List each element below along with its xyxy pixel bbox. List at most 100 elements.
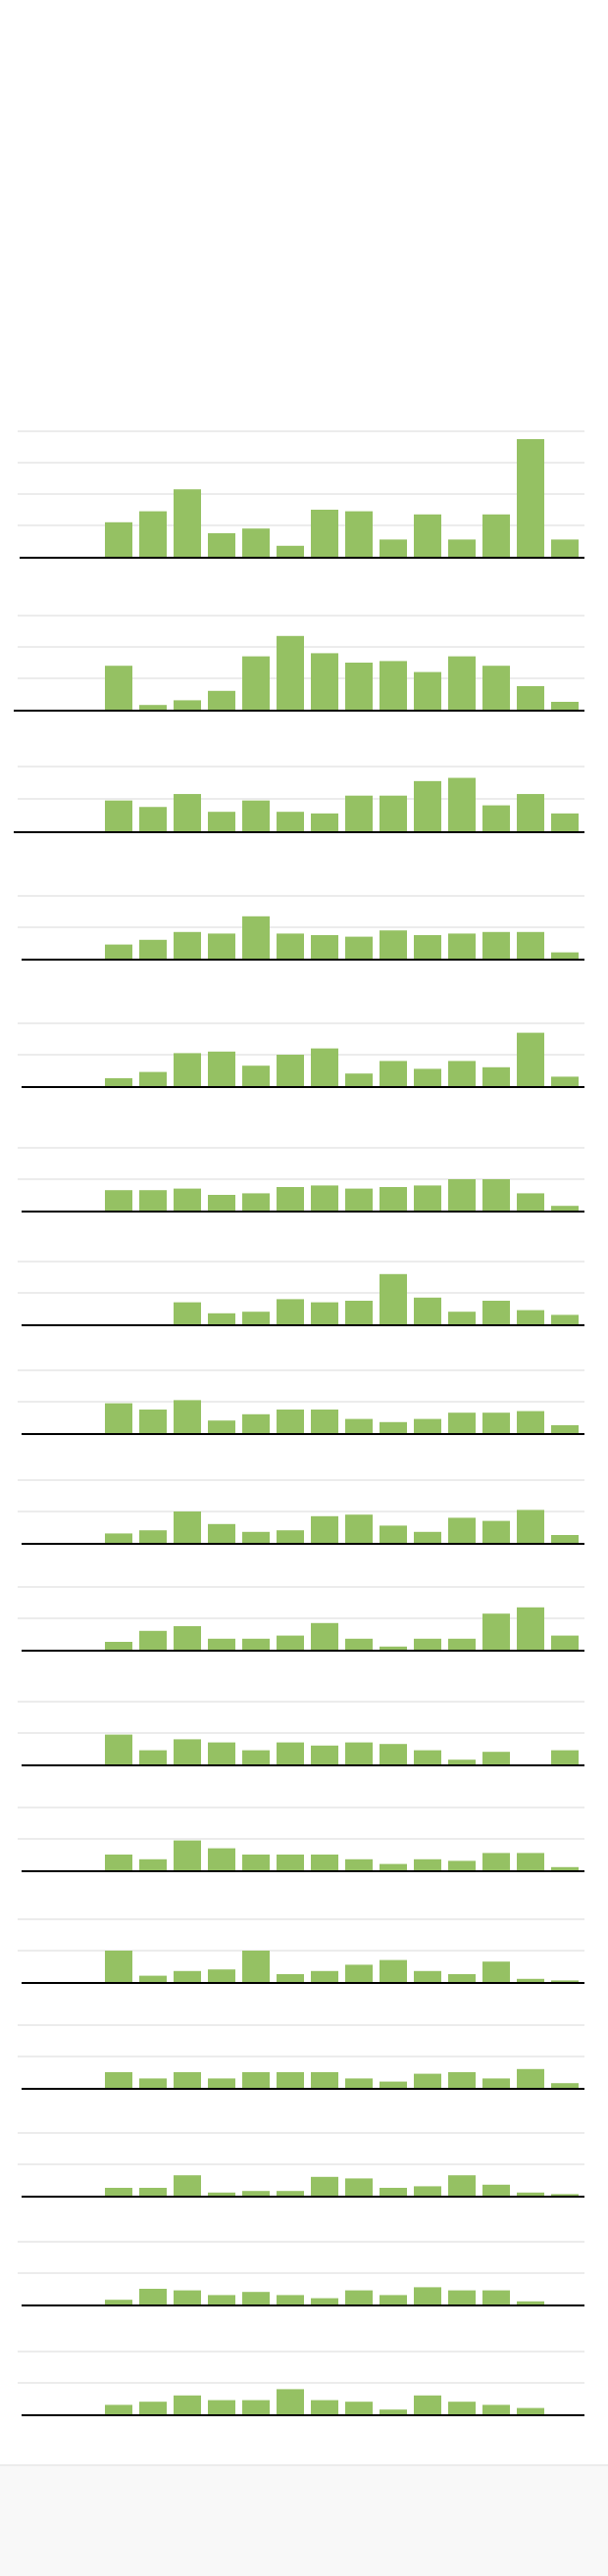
bar (311, 1302, 338, 1324)
bar (380, 1525, 407, 1543)
bar (174, 1970, 201, 1982)
bar (517, 1193, 544, 1211)
bar (105, 1190, 132, 1211)
bar (242, 1312, 270, 1324)
bar (208, 2295, 235, 2304)
bar (105, 2300, 132, 2304)
bar (517, 2192, 544, 2196)
bar (380, 1273, 407, 1324)
bar (380, 661, 407, 710)
bar (277, 1187, 304, 1211)
bar (448, 2072, 476, 2088)
bar (242, 2400, 270, 2414)
bar (105, 2404, 132, 2414)
bar (105, 1078, 132, 1086)
bar (277, 2072, 304, 2088)
bar (345, 1188, 373, 1211)
bar (311, 1185, 338, 1211)
bar (174, 794, 201, 831)
bar (277, 2295, 304, 2304)
bar (311, 2298, 338, 2304)
bar (380, 2081, 407, 2088)
bar (174, 1840, 201, 1870)
bar (208, 2192, 235, 2196)
bar (517, 1978, 544, 1982)
bar (551, 1866, 579, 1870)
bar (551, 1206, 579, 1211)
bar (311, 1515, 338, 1543)
bar (517, 1310, 544, 1324)
bar (482, 1066, 510, 1086)
bar (448, 1061, 476, 1086)
bar (380, 1646, 407, 1650)
bar-chart-panel-1 (18, 430, 584, 559)
bar (208, 690, 235, 710)
bar (277, 812, 304, 831)
bar (482, 666, 510, 710)
bar (208, 1195, 235, 1211)
bar (551, 2194, 579, 2196)
bar (551, 2083, 579, 2088)
bar (208, 1051, 235, 1086)
bar (139, 1630, 167, 1650)
bar (174, 1188, 201, 1211)
bar (517, 2407, 544, 2414)
bar (551, 539, 579, 557)
bar (139, 511, 167, 557)
bar (139, 939, 167, 959)
bar (448, 2290, 476, 2304)
bar (105, 1855, 132, 1870)
bar (517, 2068, 544, 2088)
bar (345, 1073, 373, 1086)
bar (242, 1531, 270, 1543)
bar (517, 931, 544, 959)
bar (242, 916, 270, 959)
bar (448, 1312, 476, 1324)
bar (242, 1855, 270, 1870)
bar (517, 1853, 544, 1870)
bar (242, 1413, 270, 1433)
bar (380, 539, 407, 557)
bar (551, 1980, 579, 1982)
bar (277, 545, 304, 557)
bar (242, 1638, 270, 1650)
bar (105, 1642, 132, 1650)
bar (139, 1750, 167, 1764)
bar (345, 1742, 373, 1764)
bar (448, 1860, 476, 1870)
bar (311, 1622, 338, 1650)
bar (345, 1964, 373, 1982)
bar (482, 2404, 510, 2414)
bar-chart-panel-16 (18, 2241, 584, 2306)
bar (551, 1425, 579, 1433)
bar (345, 1638, 373, 1650)
bar (551, 1076, 579, 1086)
bar (345, 511, 373, 557)
bar (482, 1961, 510, 1982)
bar (448, 2402, 476, 2414)
bar (311, 813, 338, 831)
bar (517, 1607, 544, 1650)
bar (448, 1974, 476, 1982)
bar (345, 936, 373, 959)
bar (242, 800, 270, 831)
bar-chart-panel-5 (18, 1022, 584, 1088)
bar (277, 1055, 304, 1086)
bar (380, 1421, 407, 1433)
bar (414, 2186, 441, 2196)
bar (311, 2400, 338, 2414)
bar (482, 1301, 510, 1324)
bar (208, 1969, 235, 1982)
bar (277, 1974, 304, 1982)
page-footer-bar (0, 2464, 608, 2576)
bar (139, 2188, 167, 2196)
bar (208, 1313, 235, 1324)
bar (414, 780, 441, 831)
bar (311, 1855, 338, 1870)
bar (311, 2176, 338, 2196)
bar (277, 2389, 304, 2414)
bar (414, 1068, 441, 1086)
bar (551, 1635, 579, 1650)
bar-chart-panel-10 (18, 1586, 584, 1652)
bar-chart-panel-11 (18, 1701, 584, 1766)
